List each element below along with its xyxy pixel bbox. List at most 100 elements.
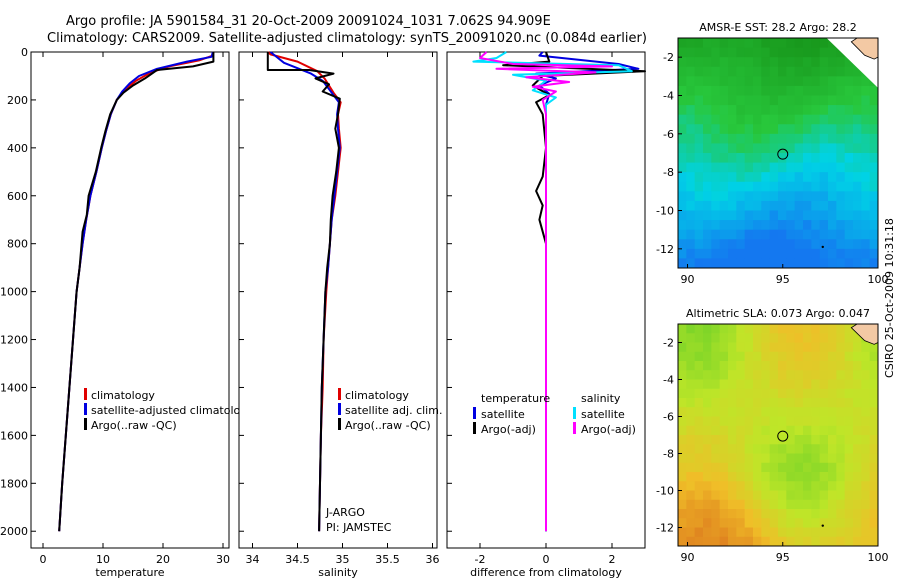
map-cell: [769, 162, 779, 173]
map-cell: [811, 342, 821, 353]
map-cell: [753, 239, 762, 250]
map-cell: [811, 370, 821, 380]
map-cell: [728, 200, 737, 211]
map-cell: [836, 379, 846, 390]
map-cell: [794, 509, 804, 519]
map-cell: [711, 133, 721, 144]
map-cell: [853, 200, 862, 211]
map-cell: [836, 57, 846, 68]
map-cell: [678, 248, 687, 259]
map-cell: [761, 472, 771, 482]
map-cell: [744, 509, 754, 519]
map-cell: [819, 453, 829, 464]
map-cell: [869, 527, 879, 538]
map-cell: [753, 407, 762, 417]
map-cell: [819, 527, 829, 538]
map-cell: [719, 172, 729, 183]
map-cell: [678, 57, 687, 68]
map-cell: [728, 407, 737, 417]
map-cell: [753, 351, 762, 362]
map-cell: [736, 481, 746, 491]
map-cell: [736, 229, 746, 240]
map-cell: [836, 47, 846, 58]
map-cell: [678, 153, 687, 164]
map-cell: [736, 172, 746, 183]
island-dot: [821, 245, 824, 249]
map-cell: [778, 435, 787, 445]
map-cell: [819, 239, 829, 250]
map-cell: [753, 248, 762, 259]
map-cell: [719, 181, 729, 192]
map-cell: [819, 361, 829, 371]
map-cell: [794, 124, 804, 135]
map-cell: [719, 444, 729, 454]
map-cell: [711, 435, 721, 445]
map-cell: [828, 536, 837, 547]
map-cell: [803, 499, 812, 510]
map-cell: [761, 47, 771, 58]
map-cell: [753, 481, 762, 491]
map-cell: [811, 143, 821, 154]
map-cell: [728, 76, 737, 87]
map-cell: [836, 124, 846, 135]
map-cell: [803, 527, 812, 538]
map-cell: [869, 143, 879, 154]
map-cell: [836, 361, 846, 371]
map-cell: [769, 472, 779, 482]
map-cell: [744, 518, 754, 528]
map-cell: [711, 191, 721, 202]
map-cell: [686, 435, 696, 445]
map-cell: [853, 416, 862, 427]
x-axis-label: temperature: [95, 566, 164, 579]
map-cell: [736, 258, 746, 269]
map-cell: [678, 425, 687, 436]
map-cell: [711, 509, 721, 519]
map-cell: [836, 444, 846, 454]
map-cell: [703, 370, 712, 380]
map-cell: [794, 181, 804, 192]
map-cell: [719, 361, 729, 371]
map-cell: [761, 379, 771, 390]
map-cell: [836, 342, 846, 353]
map-cell: [853, 191, 862, 202]
map-cell: [761, 172, 771, 183]
map-cell: [736, 527, 746, 538]
map-cell: [861, 518, 871, 528]
y-tick-label: 0: [21, 46, 28, 59]
map-cell: [719, 210, 729, 221]
map-cell: [819, 143, 829, 154]
map-cell: [853, 472, 862, 482]
map-cell: [719, 388, 729, 399]
map-cell: [694, 124, 704, 135]
map-cell: [694, 361, 704, 371]
map-cell: [869, 462, 879, 473]
map-cell: [711, 407, 721, 417]
map-cell: [761, 210, 771, 221]
map-cell: [819, 407, 829, 417]
map-cell: [678, 499, 687, 510]
map-cell: [811, 388, 821, 399]
map-cell: [861, 191, 871, 202]
map-cell: [694, 324, 704, 334]
map-cell: [703, 220, 712, 231]
map-cell: [703, 324, 712, 334]
map-cell: [761, 133, 771, 144]
map-cell: [819, 114, 829, 125]
map-cell: [861, 536, 871, 547]
map-cell: [778, 172, 787, 183]
map-cell: [703, 47, 712, 58]
map-cell: [694, 85, 704, 96]
map-cell: [811, 407, 821, 417]
map-cell: [728, 398, 737, 408]
map-cell: [744, 181, 754, 192]
map-cell: [786, 258, 796, 269]
map-cell: [853, 229, 862, 240]
map-cell: [711, 351, 721, 362]
map-cell: [678, 239, 687, 250]
map-cell: [694, 509, 704, 519]
map-cell: [686, 398, 696, 408]
map-cell: [678, 379, 687, 390]
map-cell: [686, 425, 696, 436]
map-cell: [819, 181, 829, 192]
map-cell: [844, 124, 854, 135]
